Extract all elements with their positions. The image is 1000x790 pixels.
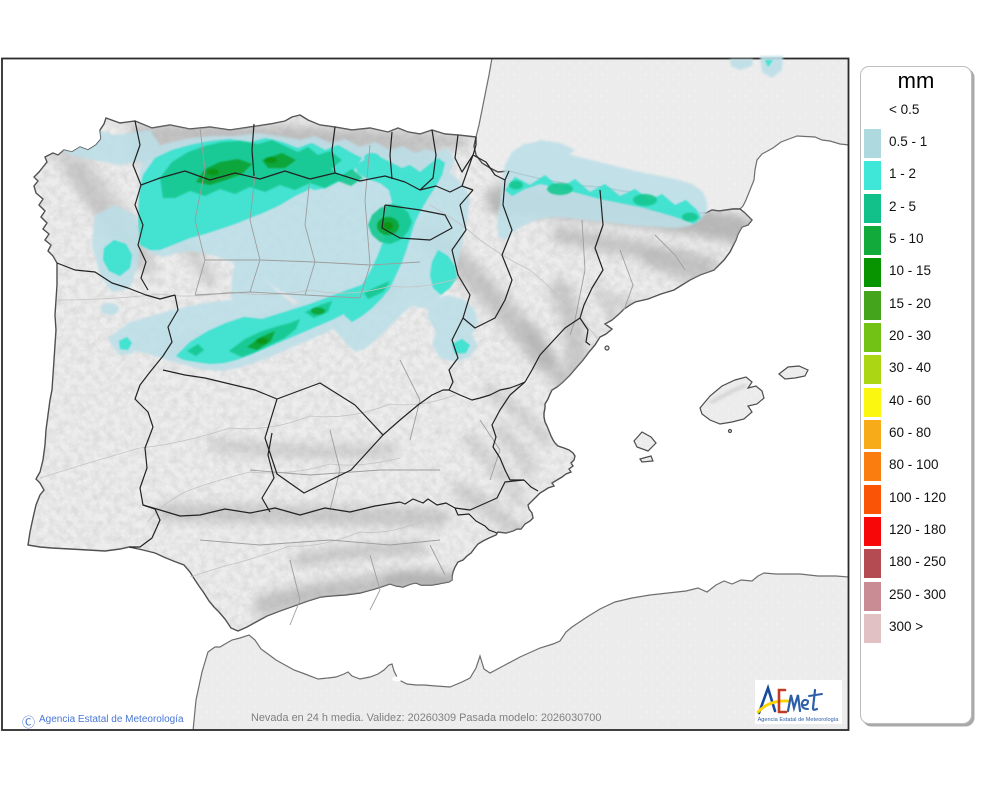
svg-text:Agencia Estatal de Meteorologí: Agencia Estatal de Meteorología <box>758 717 840 723</box>
